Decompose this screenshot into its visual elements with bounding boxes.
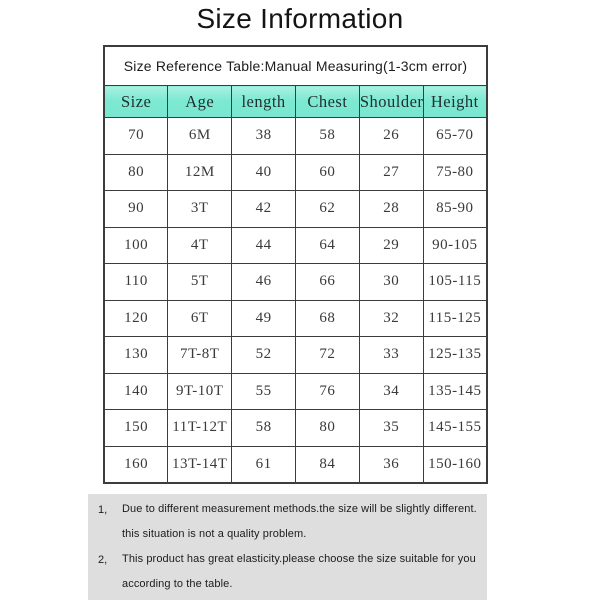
table-cell: 4T	[167, 226, 233, 264]
table-header-row: Size Age length Chest Shoulder Height	[103, 85, 488, 118]
note-marker: 2,	[98, 554, 108, 566]
table-cell: 65-70	[422, 117, 488, 155]
table-cell: 32	[358, 299, 424, 337]
table-cell: 68	[294, 299, 360, 337]
table-cell: 125-135	[422, 336, 488, 374]
table-cell: 62	[294, 190, 360, 228]
table-cell: 35	[358, 409, 424, 447]
table-cell: 52	[231, 336, 296, 374]
table-cell: 135-145	[422, 372, 488, 410]
notes-panel: 1, Due to different measurement methods.t…	[88, 494, 487, 600]
table-cell: 30	[358, 263, 424, 301]
table-cell: 6M	[167, 117, 233, 155]
table-cell: 105-115	[422, 263, 488, 301]
table-cell: 13T-14T	[167, 445, 233, 484]
table-row: 160 13T-14T 61 84 36 150-160	[103, 445, 488, 484]
table-cell: 38	[231, 117, 296, 155]
table-cell: 90-105	[422, 226, 488, 264]
table-cell: 61	[231, 445, 296, 484]
table-cell: 145-155	[422, 409, 488, 447]
table-cell: 100	[103, 226, 169, 264]
note-item: 2, This product has great elasticity.plea…	[98, 553, 481, 600]
note-item: 1, Due to different measurement methods.t…	[98, 503, 481, 553]
table-cell: 85-90	[422, 190, 488, 228]
table-cell: 44	[231, 226, 296, 264]
table-cell: 26	[358, 117, 424, 155]
note-line: Due to different measurement methods.the…	[122, 503, 477, 515]
table-cell: 46	[231, 263, 296, 301]
table-cell: 49	[231, 299, 296, 337]
table-cell: 76	[294, 372, 360, 410]
note-line: according to the table.	[122, 578, 233, 590]
table-cell: 60	[294, 153, 360, 191]
table-cell: 140	[103, 372, 169, 410]
table-cell: 110	[103, 263, 169, 301]
table-caption: Size Reference Table:Manual Measuring(1-…	[103, 45, 488, 86]
table-cell: 12M	[167, 153, 233, 191]
table-row: 70 6M 38 58 26 65-70	[103, 117, 488, 155]
table-cell: 120	[103, 299, 169, 337]
table-cell: 34	[358, 372, 424, 410]
table-cell: 33	[358, 336, 424, 374]
note-line: this situation is not a quality problem.	[122, 528, 307, 540]
table-caption-row: Size Reference Table:Manual Measuring(1-…	[103, 45, 488, 86]
column-header-shoulder: Shoulder	[358, 85, 424, 118]
table-cell: 40	[231, 153, 296, 191]
table-cell: 72	[294, 336, 360, 374]
table-cell: 9T-10T	[167, 372, 233, 410]
table-cell: 90	[103, 190, 169, 228]
table-cell: 42	[231, 190, 296, 228]
column-header-age: Age	[167, 85, 233, 118]
table-row: 140 9T-10T 55 76 34 135-145	[103, 372, 488, 410]
table-cell: 150	[103, 409, 169, 447]
column-header-size: Size	[103, 85, 169, 118]
table-cell: 130	[103, 336, 169, 374]
table-cell: 80	[294, 409, 360, 447]
table-cell: 27	[358, 153, 424, 191]
table-row: 80 12M 40 60 27 75-80	[103, 153, 488, 191]
table-cell: 11T-12T	[167, 409, 233, 447]
page-title: Size Information	[196, 3, 404, 34]
table-cell: 80	[103, 153, 169, 191]
table-cell: 160	[103, 445, 169, 484]
table-cell: 3T	[167, 190, 233, 228]
table-cell: 64	[294, 226, 360, 264]
table-cell: 7T-8T	[167, 336, 233, 374]
table-cell: 66	[294, 263, 360, 301]
table-row: 90 3T 42 62 28 85-90	[103, 190, 488, 228]
table-cell: 28	[358, 190, 424, 228]
table-cell: 70	[103, 117, 169, 155]
table-cell: 150-160	[422, 445, 488, 484]
table-cell: 115-125	[422, 299, 488, 337]
table-cell: 58	[294, 117, 360, 155]
table-cell: 58	[231, 409, 296, 447]
table-cell: 6T	[167, 299, 233, 337]
note-marker: 1,	[98, 504, 108, 516]
table-row: 110 5T 46 66 30 105-115	[103, 263, 488, 301]
table-row: 120 6T 49 68 32 115-125	[103, 299, 488, 337]
note-line: This product has great elasticity.please…	[122, 553, 476, 565]
table-cell: 36	[358, 445, 424, 484]
table-row: 150 11T-12T 58 80 35 145-155	[103, 409, 488, 447]
column-header-height: Height	[422, 85, 488, 118]
table-cell: 29	[358, 226, 424, 264]
table-cell: 55	[231, 372, 296, 410]
table-row: 100 4T 44 64 29 90-105	[103, 226, 488, 264]
table-row: 130 7T-8T 52 72 33 125-135	[103, 336, 488, 374]
column-header-chest: Chest	[294, 85, 360, 118]
table-cell: 5T	[167, 263, 233, 301]
size-reference-table: Size Reference Table:Manual Measuring(1-…	[103, 45, 488, 484]
column-header-length: length	[231, 85, 296, 118]
table-cell: 84	[294, 445, 360, 484]
table-cell: 75-80	[422, 153, 488, 191]
